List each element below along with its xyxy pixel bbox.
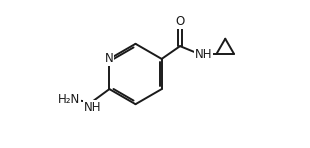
Text: H₂N: H₂N	[57, 93, 80, 106]
Text: NH: NH	[84, 101, 102, 114]
Text: N: N	[104, 52, 113, 65]
Text: NH: NH	[194, 48, 212, 61]
Text: O: O	[175, 15, 185, 28]
